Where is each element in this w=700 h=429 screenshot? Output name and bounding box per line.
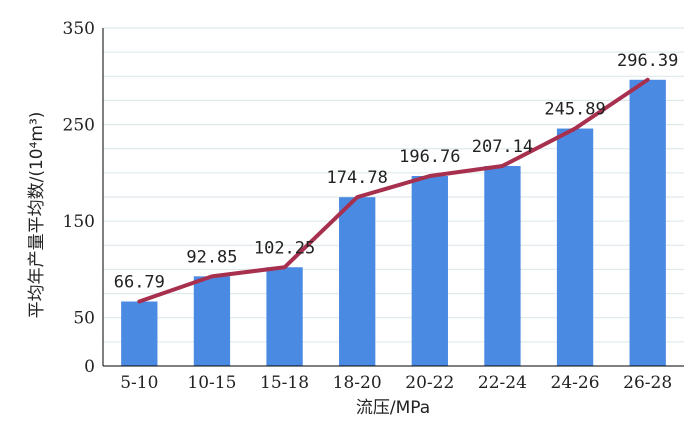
- x-tick-label: 24-26: [551, 373, 600, 393]
- y-tick-label: 350: [63, 19, 95, 39]
- bar: [193, 276, 231, 366]
- x-tick-label: 15-18: [260, 373, 309, 393]
- data-label: 296.39: [617, 51, 678, 71]
- data-label: 102.25: [254, 238, 315, 258]
- trend-line: [137, 77, 650, 304]
- data-label: 66.79: [114, 272, 165, 292]
- bar: [266, 267, 303, 366]
- y-tick-label: 0: [84, 357, 95, 377]
- x-tick-label: 22-24: [478, 373, 527, 393]
- bar: [121, 301, 158, 366]
- bar: [629, 79, 666, 366]
- x-axis-label: 流压/MPa: [356, 398, 430, 418]
- y-tick-label: 150: [63, 212, 95, 232]
- data-label: 174.78: [326, 168, 387, 188]
- x-tick-label: 10-15: [187, 373, 236, 393]
- x-tick-labels: 5-10 10-15 15-18 18-20 20-22 22-24 24-26 26-28: [120, 373, 672, 393]
- x-tick-label: 5-10: [120, 373, 158, 393]
- y-tick-label: 250: [63, 116, 95, 136]
- data-label: 207.14: [472, 137, 533, 157]
- y-tick-labels: 0 50 150 250 350: [63, 19, 95, 377]
- data-label: 92.85: [186, 247, 237, 267]
- data-label: 245.89: [544, 100, 605, 120]
- data-label: 196.76: [399, 147, 460, 167]
- data-labels: 66.79 92.85 102.25 174.78 196.76 207.14 245.89…: [114, 51, 679, 293]
- grid-lines: [103, 27, 684, 343]
- x-tick-label: 18-20: [333, 373, 382, 393]
- axes: [102, 28, 684, 367]
- x-tick-label: 26-28: [623, 373, 672, 393]
- bar: [339, 197, 376, 366]
- bar: [556, 128, 594, 366]
- bars: [121, 79, 666, 366]
- bar: [411, 175, 448, 366]
- x-tick-label: 20-22: [405, 373, 454, 393]
- y-tick-label: 50: [73, 309, 95, 329]
- bar: [484, 165, 521, 366]
- y-axis-label: 平均年产量平均数/(10⁴m³): [27, 112, 47, 319]
